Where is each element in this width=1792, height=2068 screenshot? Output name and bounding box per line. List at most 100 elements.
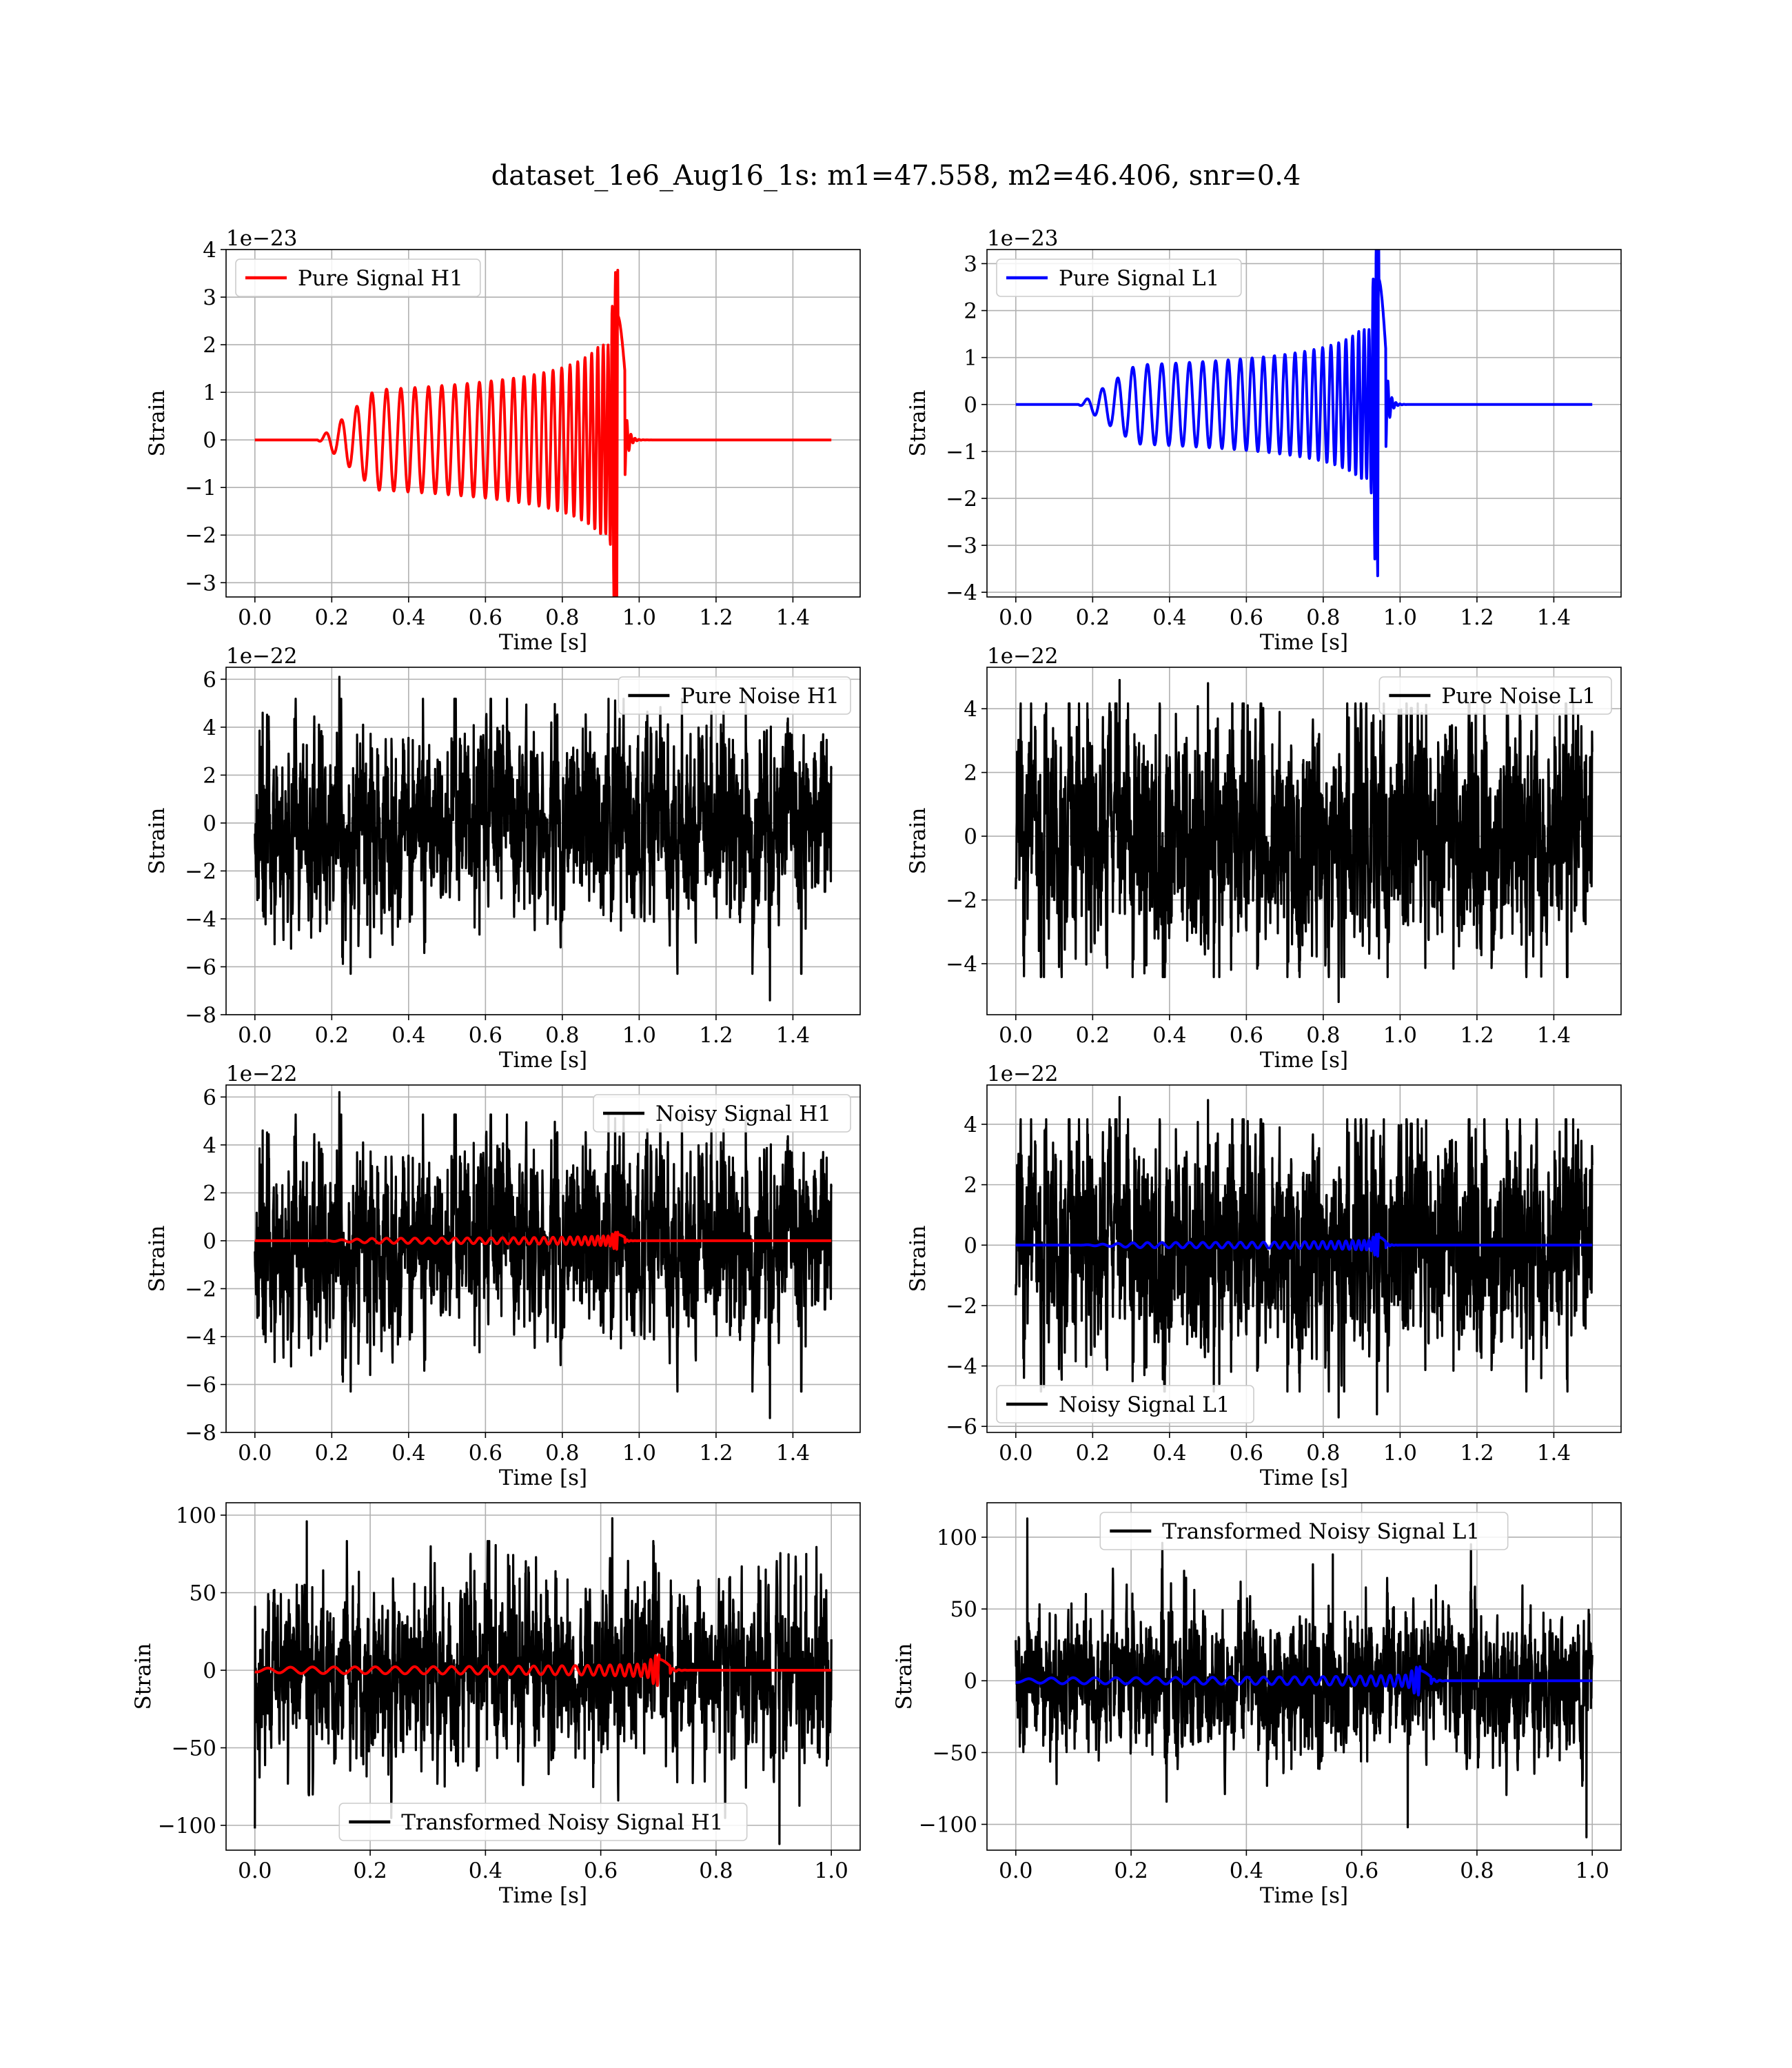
y-tick-label: 100 — [937, 1525, 977, 1550]
x-tick-label: 0.2 — [315, 1441, 349, 1466]
x-tick-label: 0.4 — [1230, 1858, 1263, 1883]
subplot-noisy-signal-l1: 0.0 0.2 0.4 0.6 0.8 1.0 1.2 1.4 −6 −4 −2 0 2 4 Time [s… — [906, 1062, 1622, 1490]
axes-frame — [225, 667, 861, 1015]
axes-frame — [225, 249, 861, 598]
y-axis-label: Strain — [145, 1226, 170, 1292]
series-line-pure-noise-h1 — [254, 676, 833, 1002]
x-tick-label: 0.4 — [391, 1441, 425, 1466]
y-tick-label: −3 — [946, 534, 977, 558]
y-tick-label: −2 — [185, 523, 216, 548]
x-tick-label: 1.2 — [1460, 1441, 1494, 1466]
x-axis-label: Time [s] — [1260, 1466, 1348, 1490]
y-tick-label: −4 — [185, 907, 216, 932]
axis-offset-text: 1e−22 — [987, 1062, 1059, 1086]
x-tick-label: 0.0 — [999, 1441, 1032, 1466]
y-tick-label: 4 — [964, 697, 977, 722]
x-tick-label: 0.0 — [238, 605, 272, 630]
y-tick-label: −1 — [946, 440, 977, 465]
legend: Transformed Noisy Signal H1 — [338, 1803, 748, 1841]
x-tick-label: 0.2 — [1114, 1858, 1148, 1883]
y-tick-label: −1 — [185, 476, 216, 500]
x-tick-label: 0.2 — [1076, 1023, 1110, 1048]
y-axis-label: Strain — [906, 390, 930, 457]
y-tick-label: −3 — [185, 571, 216, 596]
x-tick-label: 1.0 — [1383, 1441, 1417, 1466]
legend-label: Noisy Signal L1 — [1059, 1392, 1230, 1417]
x-axis-label: Time [s] — [499, 1883, 587, 1908]
y-axis-label: Strain — [145, 808, 170, 875]
x-tick-label: 0.0 — [999, 605, 1032, 630]
legend-label: Transformed Noisy Signal H1 — [401, 1810, 723, 1835]
y-tick-label: 6 — [203, 667, 216, 692]
y-tick-label: −4 — [185, 1325, 216, 1350]
legend: Pure Noise H1 — [618, 676, 851, 715]
y-tick-label: 2 — [964, 299, 977, 324]
legend: Noisy Signal H1 — [593, 1094, 851, 1133]
x-axis-label: Time [s] — [499, 1048, 587, 1073]
x-tick-label: 0.4 — [1152, 1023, 1186, 1048]
x-tick-label: 0.6 — [1230, 1441, 1263, 1466]
y-axis-label: Strain — [145, 390, 170, 457]
x-tick-label: 1.2 — [699, 605, 733, 630]
y-tick-label: 1 — [964, 346, 977, 371]
x-tick-label: 0.2 — [1076, 1441, 1110, 1466]
x-axis-label: Time [s] — [499, 1466, 587, 1490]
legend-label: Transformed Noisy Signal L1 — [1162, 1519, 1480, 1544]
legend: Transformed Noisy Signal L1 — [1099, 1512, 1509, 1550]
y-tick-label: 4 — [203, 716, 216, 740]
x-tick-label: 0.0 — [999, 1858, 1032, 1883]
y-tick-label: 0 — [203, 428, 216, 453]
y-tick-label: 0 — [964, 1669, 977, 1694]
y-tick-label: 4 — [203, 1133, 216, 1158]
legend-label: Pure Signal L1 — [1059, 266, 1219, 291]
y-tick-label: −100 — [158, 1814, 216, 1838]
x-tick-label: 0.8 — [545, 605, 579, 630]
x-axis-label: Time [s] — [1260, 630, 1348, 655]
x-tick-label: 0.6 — [1230, 605, 1263, 630]
x-tick-label: 1.2 — [1460, 605, 1494, 630]
x-tick-label: 0.8 — [1306, 1023, 1340, 1048]
x-tick-label: 0.4 — [1152, 605, 1186, 630]
series-line-noisy-signal-h1 — [254, 1091, 833, 1419]
y-tick-label: 3 — [964, 252, 977, 276]
y-tick-label: −50 — [172, 1736, 216, 1761]
x-tick-label: 0.0 — [999, 1023, 1032, 1048]
x-tick-label: 1.0 — [1576, 1858, 1609, 1883]
axis-offset-text: 1e−22 — [226, 644, 298, 669]
x-axis-label: Time [s] — [499, 630, 587, 655]
x-tick-label: 0.8 — [1460, 1858, 1494, 1883]
legend: Pure Signal L1 — [996, 258, 1242, 297]
series-line-overlay-1 — [254, 1230, 833, 1251]
subplot-pure-noise-l1: 0.0 0.2 0.4 0.6 0.8 1.0 1.2 1.4 −4 −2 0 2 4 Time [s] S… — [906, 644, 1622, 1073]
subplot-pure-noise-h1: 0.0 0.2 0.4 0.6 0.8 1.0 1.2 1.4 −8 −6 −4 −2 0 2 4 6 Time… — [145, 644, 861, 1073]
x-tick-label: 1.4 — [1537, 1023, 1571, 1048]
x-tick-label: 0.4 — [1152, 1441, 1186, 1466]
y-tick-label: 4 — [964, 1113, 977, 1137]
x-tick-label: 0.6 — [1230, 1023, 1263, 1048]
y-tick-label: 100 — [176, 1503, 216, 1528]
x-tick-label: 1.0 — [1383, 1023, 1417, 1048]
x-tick-label: 0.0 — [238, 1441, 272, 1466]
subplot-transformed-noisy-signal-l1: 0.0 0.2 0.4 0.6 0.8 1.0 −100 −50 0 50 100 Time [s] S… — [892, 1502, 1622, 1908]
legend: Pure Signal H1 — [235, 258, 481, 297]
y-tick-label: 0 — [964, 393, 977, 418]
legend-label: Pure Noise H1 — [680, 684, 839, 709]
y-tick-label: −2 — [946, 487, 977, 511]
y-tick-label: 6 — [203, 1085, 216, 1110]
x-tick-label: 1.0 — [1383, 605, 1417, 630]
y-tick-label: 0 — [203, 811, 216, 836]
x-tick-label: 1.0 — [622, 1441, 656, 1466]
x-tick-label: 0.4 — [391, 1023, 425, 1048]
y-tick-label: −100 — [919, 1813, 977, 1838]
subplot-pure-signal-l1: 0.0 0.2 0.4 0.6 0.8 1.0 1.2 1.4 −4 −3 −2 −1 0 1 2 3 Time… — [906, 226, 1622, 655]
subplot-transformed-noisy-signal-h1: 0.0 0.2 0.4 0.6 0.8 1.0 −100 −50 0 50 100 Time [s] S… — [131, 1502, 861, 1908]
y-tick-label: −8 — [185, 1421, 216, 1446]
y-tick-label: −8 — [185, 1003, 216, 1028]
y-tick-label: −4 — [946, 580, 977, 605]
y-tick-label: 50 — [190, 1581, 216, 1606]
x-tick-label: 0.8 — [1306, 605, 1340, 630]
y-axis-label: Strain — [892, 1643, 917, 1710]
x-axis-label: Time [s] — [1260, 1883, 1348, 1908]
x-tick-label: 1.4 — [1537, 605, 1571, 630]
x-tick-label: 0.8 — [1306, 1441, 1340, 1466]
